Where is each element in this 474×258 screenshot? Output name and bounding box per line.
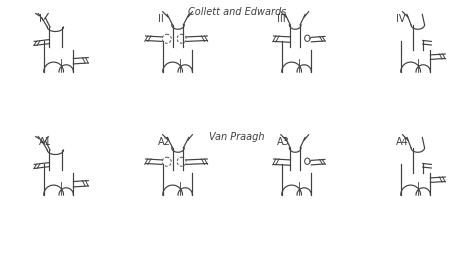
Text: A4: A4 — [396, 138, 409, 147]
Text: Van Praagh: Van Praagh — [209, 132, 265, 142]
Text: A3: A3 — [277, 138, 290, 147]
Text: IV: IV — [396, 14, 406, 25]
Text: II: II — [158, 14, 164, 25]
Text: III: III — [277, 14, 286, 25]
Text: A1: A1 — [39, 138, 52, 147]
Text: I: I — [39, 14, 42, 25]
Text: A2: A2 — [158, 138, 171, 147]
Text: Collett and Edwards: Collett and Edwards — [188, 7, 286, 17]
